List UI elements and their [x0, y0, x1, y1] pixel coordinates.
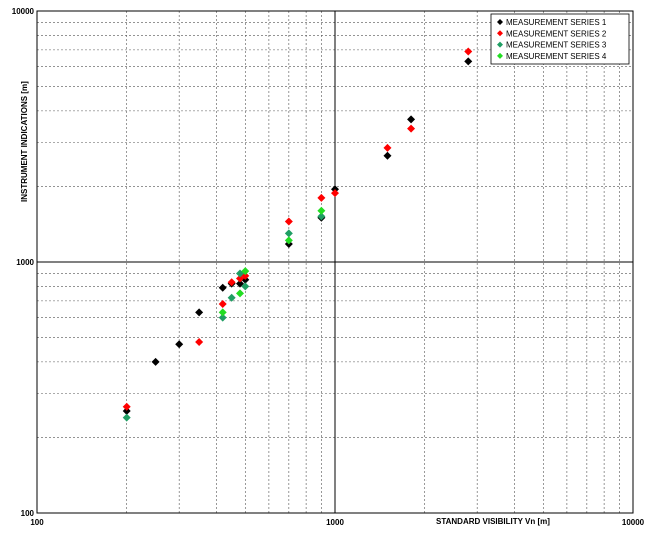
data-point-series-2	[331, 189, 339, 198]
data-point-series-4	[241, 267, 250, 276]
y-tick-label: 10000	[12, 7, 35, 16]
legend-box	[490, 13, 630, 65]
data-point-series-3	[218, 313, 227, 322]
legend-marker-series-3	[497, 41, 503, 48]
data-point-series-2	[195, 338, 204, 347]
y-tick-label: 100	[21, 509, 35, 518]
grid-major	[37, 11, 633, 513]
data-point-series-1	[151, 357, 160, 366]
legend-marker-series-4	[497, 52, 503, 59]
data-point-series-1	[383, 151, 392, 160]
data-point-series-3	[317, 212, 326, 221]
data-point-series-4	[236, 289, 245, 298]
data-point-series-4	[317, 206, 326, 215]
data-point-series-3	[241, 282, 250, 291]
y-axis-title: INSTRUMENT INDICATIONS [m]	[20, 81, 29, 202]
legend-marker-series-2	[497, 30, 503, 37]
data-point-series-2	[122, 402, 131, 411]
data-point-series-1	[218, 283, 227, 292]
data-points	[122, 47, 473, 422]
data-point-series-4	[284, 236, 293, 245]
x-tick-label: 1000	[326, 518, 344, 527]
data-point-series-3	[284, 229, 293, 238]
x-tick-label: 100	[30, 518, 44, 527]
data-point-series-4	[218, 308, 227, 317]
data-point-series-3	[227, 293, 236, 302]
y-tick-labels: 100 1000 10000	[12, 7, 35, 518]
data-point-series-2	[464, 47, 473, 56]
data-point-series-1	[464, 57, 473, 66]
data-point-series-2	[284, 217, 293, 226]
data-point-series-2	[227, 278, 236, 287]
data-point-series-2	[317, 193, 326, 202]
x-tick-labels: 100 1000 10000	[30, 518, 644, 527]
x-tick-label: 10000	[622, 518, 645, 527]
legend-label-series-3: MEASUREMENT SERIES 3	[506, 41, 607, 50]
data-point-series-1	[122, 406, 131, 415]
x-axis-title: STANDARD VISIBILITY Vn [m]	[436, 517, 550, 526]
data-point-series-1	[407, 115, 416, 124]
data-point-series-1	[175, 340, 184, 349]
data-point-series-2	[218, 300, 227, 309]
data-point-series-3	[122, 413, 131, 422]
data-point-series-1	[195, 308, 204, 317]
y-tick-label: 1000	[16, 258, 34, 267]
data-point-series-2	[383, 143, 392, 152]
plot-area-frame	[36, 10, 634, 514]
legend: MEASUREMENT SERIES 1 MEASUREMENT SERIES 2…	[490, 13, 630, 65]
legend-label-series-4: MEASUREMENT SERIES 4	[506, 52, 607, 61]
legend-label-series-2: MEASUREMENT SERIES 2	[506, 29, 607, 38]
legend-marker-series-1	[497, 19, 503, 25]
legend-label-series-1: MEASUREMENT SERIES 1	[506, 18, 607, 27]
data-point-series-2	[407, 124, 416, 133]
